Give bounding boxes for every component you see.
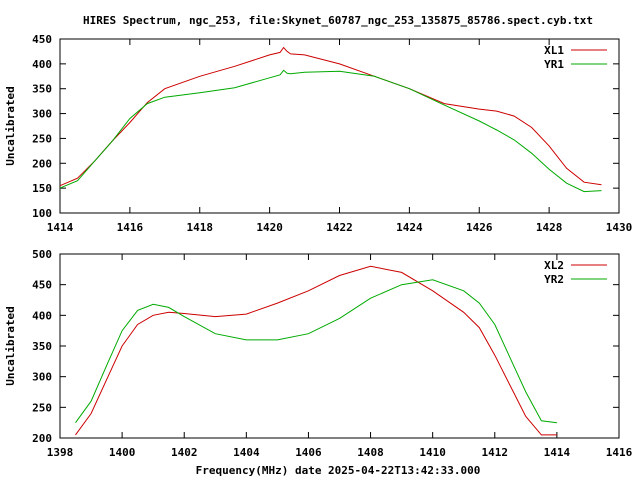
y-axis-label: Uncalibrated xyxy=(4,86,17,165)
y-tick-label: 350 xyxy=(32,340,52,353)
x-tick-label: 1426 xyxy=(466,221,493,234)
plot-frame xyxy=(59,38,620,214)
y-tick-label: 450 xyxy=(32,33,52,46)
top-panel: 1414 1416 1418 1420 1422 1424 1426 1428 1430 100 1… xyxy=(4,33,632,234)
x-tick-label: 1422 xyxy=(326,221,353,234)
y-tick-label: 100 xyxy=(32,207,52,220)
y-tick-label: 450 xyxy=(32,279,52,292)
x-tick-label: 1428 xyxy=(536,221,563,234)
legend-label-xl2: XL2 xyxy=(544,259,564,272)
x-tick-label: 1410 xyxy=(419,446,446,459)
y-tick-label: 250 xyxy=(32,401,52,414)
y-axis-label: Uncalibrated xyxy=(4,306,17,385)
x-tick-label: 1420 xyxy=(256,221,283,234)
plot-frame xyxy=(59,253,620,439)
legend-label-yr2: YR2 xyxy=(544,273,564,286)
x-tick-label: 1416 xyxy=(606,446,633,459)
series-line-yr1 xyxy=(59,69,602,193)
y-tick-label: 250 xyxy=(32,132,52,145)
y-tick-label: 400 xyxy=(32,309,52,322)
y-tick-label: 350 xyxy=(32,83,52,96)
y-tick-label: 500 xyxy=(32,248,52,261)
y-tick-label: 300 xyxy=(32,371,52,384)
series-line-xl2 xyxy=(75,265,557,436)
x-tick-label: 1406 xyxy=(295,446,322,459)
x-tick-label: 1414 xyxy=(47,221,74,234)
y-tick-label: 200 xyxy=(32,157,52,170)
y-tick-label: 150 xyxy=(32,182,52,195)
x-axis-label: Frequency(MHz) date 2025-04-22T13:42:33.… xyxy=(196,464,481,477)
x-tick-label: 1424 xyxy=(396,221,423,234)
x-tick-label: 1404 xyxy=(233,446,260,459)
x-tick-label: 1408 xyxy=(357,446,384,459)
x-tick-label: 1412 xyxy=(482,446,509,459)
x-tick-label: 1398 xyxy=(47,446,74,459)
x-tick-label: 1400 xyxy=(109,446,136,459)
figure-title: HIRES Spectrum, ngc_253, file:Skynet_607… xyxy=(83,14,593,27)
series-line-yr2 xyxy=(75,279,557,424)
x-tick-label: 1418 xyxy=(187,221,214,234)
bottom-panel: 1398 1400 1402 1404 1406 1408 1410 1412 1414 1416… xyxy=(4,248,633,459)
y-tick-label: 200 xyxy=(32,432,52,445)
legend-label-yr1: YR1 xyxy=(544,58,564,71)
series-line-xl1 xyxy=(59,46,602,187)
x-tick-label: 1402 xyxy=(171,446,198,459)
x-tick-label: 1416 xyxy=(117,221,144,234)
legend-label-xl1: XL1 xyxy=(544,44,564,57)
x-tick-label: 1414 xyxy=(544,446,571,459)
y-tick-label: 300 xyxy=(32,108,52,121)
y-tick-label: 400 xyxy=(32,58,52,71)
x-tick-label: 1430 xyxy=(606,221,633,234)
